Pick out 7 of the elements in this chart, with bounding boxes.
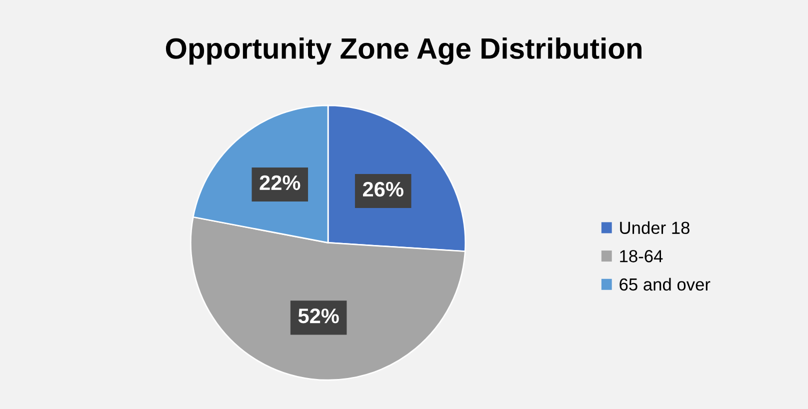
data-label: 26% [362,182,404,197]
legend-label: 18-64 [620,250,663,262]
chart-title: Opportunity Zone Age Distribution [166,37,642,65]
data-label: 22% [260,175,300,190]
legend-label: 65 and over [620,278,710,291]
data-label: 52% [298,308,339,324]
legend-label: Under 18 [620,221,690,234]
